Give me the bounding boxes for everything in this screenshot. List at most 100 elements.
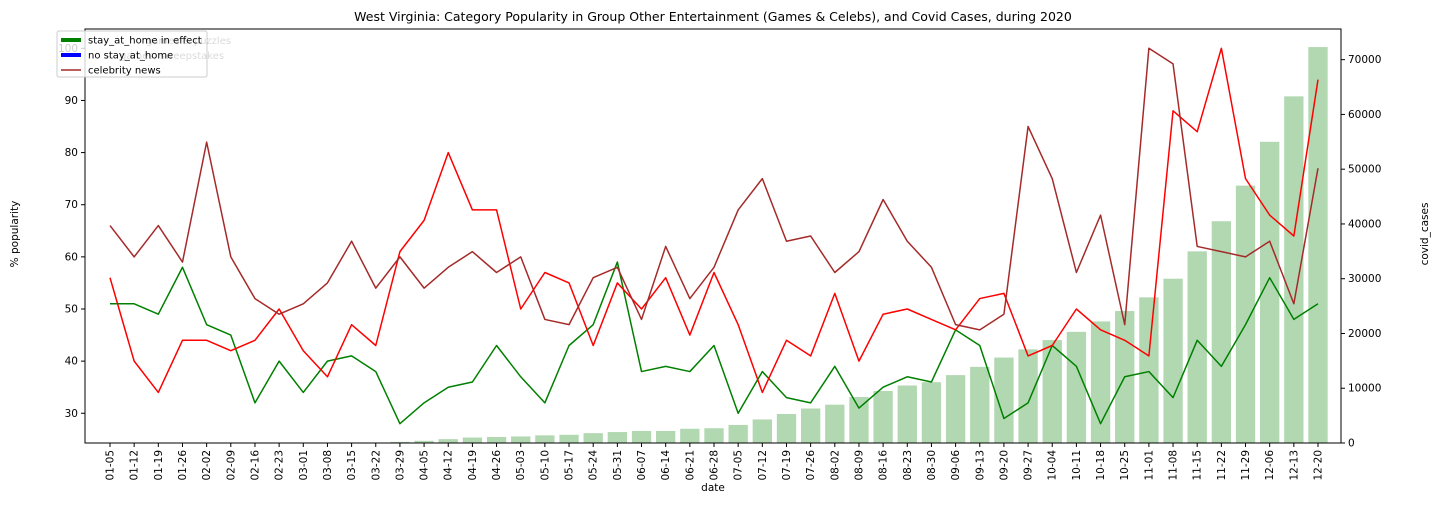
legend-label: stay_at_home in effect [88, 36, 202, 47]
x-tick-label: 01-05 [105, 450, 117, 481]
bar-covid-cases [438, 439, 458, 443]
x-tick-label: 01-26 [177, 450, 189, 481]
bar-covid-cases [607, 432, 628, 443]
bar-covid-cases [1235, 185, 1256, 443]
x-tick-label: 09-06 [950, 450, 962, 481]
bar-covid-cases [1139, 297, 1159, 443]
x-tick-label: 08-09 [853, 450, 865, 481]
x-tick-label: 03-15 [346, 450, 358, 481]
bar-covid-cases [994, 357, 1014, 443]
bar-covid-cases [583, 433, 603, 443]
x-tick-label: 08-30 [926, 450, 938, 481]
y2-tick-label: 0 [1348, 438, 1355, 450]
x-tick-label: 06-07 [636, 450, 648, 481]
x-tick-label: 03-01 [298, 450, 310, 481]
x-tick-label: 08-23 [902, 450, 914, 481]
y2-tick-label: 30000 [1348, 273, 1381, 285]
y-tick-label: 70 [65, 199, 78, 211]
bar-covid-cases [559, 434, 579, 443]
x-tick-label: 03-29 [394, 450, 406, 481]
x-tick-label: 02-23 [274, 450, 286, 481]
x-tick-label: 02-02 [201, 450, 213, 481]
y-tick-label: 90 [65, 95, 78, 107]
legend-label: celebrity news [88, 66, 161, 77]
bar-covid-cases [728, 424, 748, 443]
x-tick-label: 06-14 [660, 450, 672, 481]
x-tick-label: 03-22 [370, 450, 382, 481]
bar-covid-cases [825, 404, 845, 443]
y2-tick-label: 20000 [1348, 328, 1381, 340]
bar-covid-cases [1163, 278, 1183, 443]
y-tick-label: 60 [65, 251, 78, 263]
x-tick-label: 05-03 [515, 450, 527, 481]
bar-covid-cases [970, 366, 990, 443]
y2-tick-label: 10000 [1348, 383, 1381, 395]
x-tick-label: 07-26 [805, 450, 817, 481]
x-tick-label: 04-05 [419, 450, 431, 481]
x-tick-label: 07-12 [757, 450, 769, 481]
lines-layer [109, 47, 1319, 425]
x-tick-label: 08-16 [878, 450, 890, 481]
y-tick-label: 50 [65, 303, 78, 315]
x-tick-label: 07-19 [781, 450, 793, 481]
legend-box [56, 30, 208, 78]
x-tick-label: 12-13 [1288, 450, 1300, 481]
x-tick-label: 11-15 [1192, 450, 1204, 481]
x-tick-label: 10-25 [1119, 450, 1131, 481]
y2-tick-label: 40000 [1348, 218, 1381, 230]
bar-covid-cases [1308, 47, 1328, 443]
y-tick-label: 80 [65, 147, 78, 159]
x-tick-label: 05-10 [539, 450, 551, 481]
x-tick-label: 06-28 [709, 450, 721, 481]
ticks-layer: 3040506070809010001000020000300004000050… [58, 43, 1381, 481]
x-tick-label: 12-06 [1264, 450, 1276, 481]
x-tick-label: 10-11 [1071, 450, 1083, 481]
bar-covid-cases [680, 428, 700, 443]
bar-covid-cases [1066, 331, 1087, 443]
bar-covid-cases [704, 428, 724, 443]
x-tick-label: 04-19 [467, 450, 479, 481]
series-line-celebrity-news [109, 47, 1319, 331]
legend-label: no stay_at_home [88, 51, 173, 62]
bar-covid-cases [849, 397, 869, 443]
bar-covid-cases [656, 430, 676, 443]
x-tick-label: 11-29 [1240, 450, 1252, 481]
x-tick-label: 04-26 [491, 450, 503, 481]
y2-tick-label: 50000 [1348, 164, 1381, 176]
y2-axis-label: covid_cases [1419, 203, 1431, 266]
bar-covid-cases [897, 385, 917, 443]
x-tick-label: 11-08 [1168, 450, 1180, 481]
x-tick-label: 10-18 [1095, 450, 1107, 481]
x-tick-label: 08-02 [829, 450, 841, 481]
bars-layer [390, 47, 1328, 444]
series-line-ff0000 [109, 47, 1319, 394]
legend: games & puzzles games, sweepstakes stay_at… [56, 30, 231, 78]
x-tick-label: 05-24 [588, 450, 600, 481]
x-tick-label: 12-20 [1313, 450, 1325, 481]
bar-covid-cases [1018, 349, 1038, 443]
bar-covid-cases [776, 413, 797, 443]
bar-covid-cases [1187, 251, 1207, 443]
bar-covid-cases [535, 435, 555, 443]
bar-covid-cases [1211, 221, 1232, 443]
y2-tick-label: 60000 [1348, 109, 1381, 121]
x-tick-label: 02-09 [225, 450, 237, 481]
bar-covid-cases [1090, 321, 1111, 443]
x-tick-label: 10-04 [1047, 450, 1059, 481]
y-tick-label: 40 [65, 356, 78, 368]
bar-covid-cases [1260, 141, 1280, 443]
x-tick-label: 01-12 [129, 450, 141, 481]
bar-covid-cases [873, 390, 893, 443]
x-tick-label: 09-27 [1023, 450, 1035, 481]
x-tick-label: 11-22 [1216, 450, 1228, 481]
bar-covid-cases [1042, 340, 1062, 443]
bar-covid-cases [390, 441, 410, 443]
legend-hidden-label: games & puzzles [146, 36, 231, 47]
y-tick-label: 30 [65, 408, 78, 420]
x-tick-label: 02-16 [249, 450, 261, 481]
x-tick-label: 03-08 [322, 450, 334, 481]
x-tick-label: 09-13 [974, 450, 986, 481]
bar-covid-cases [800, 408, 821, 443]
x-axis-label: date [701, 482, 725, 494]
legend-hidden-label: games, sweepstakes [120, 51, 224, 62]
